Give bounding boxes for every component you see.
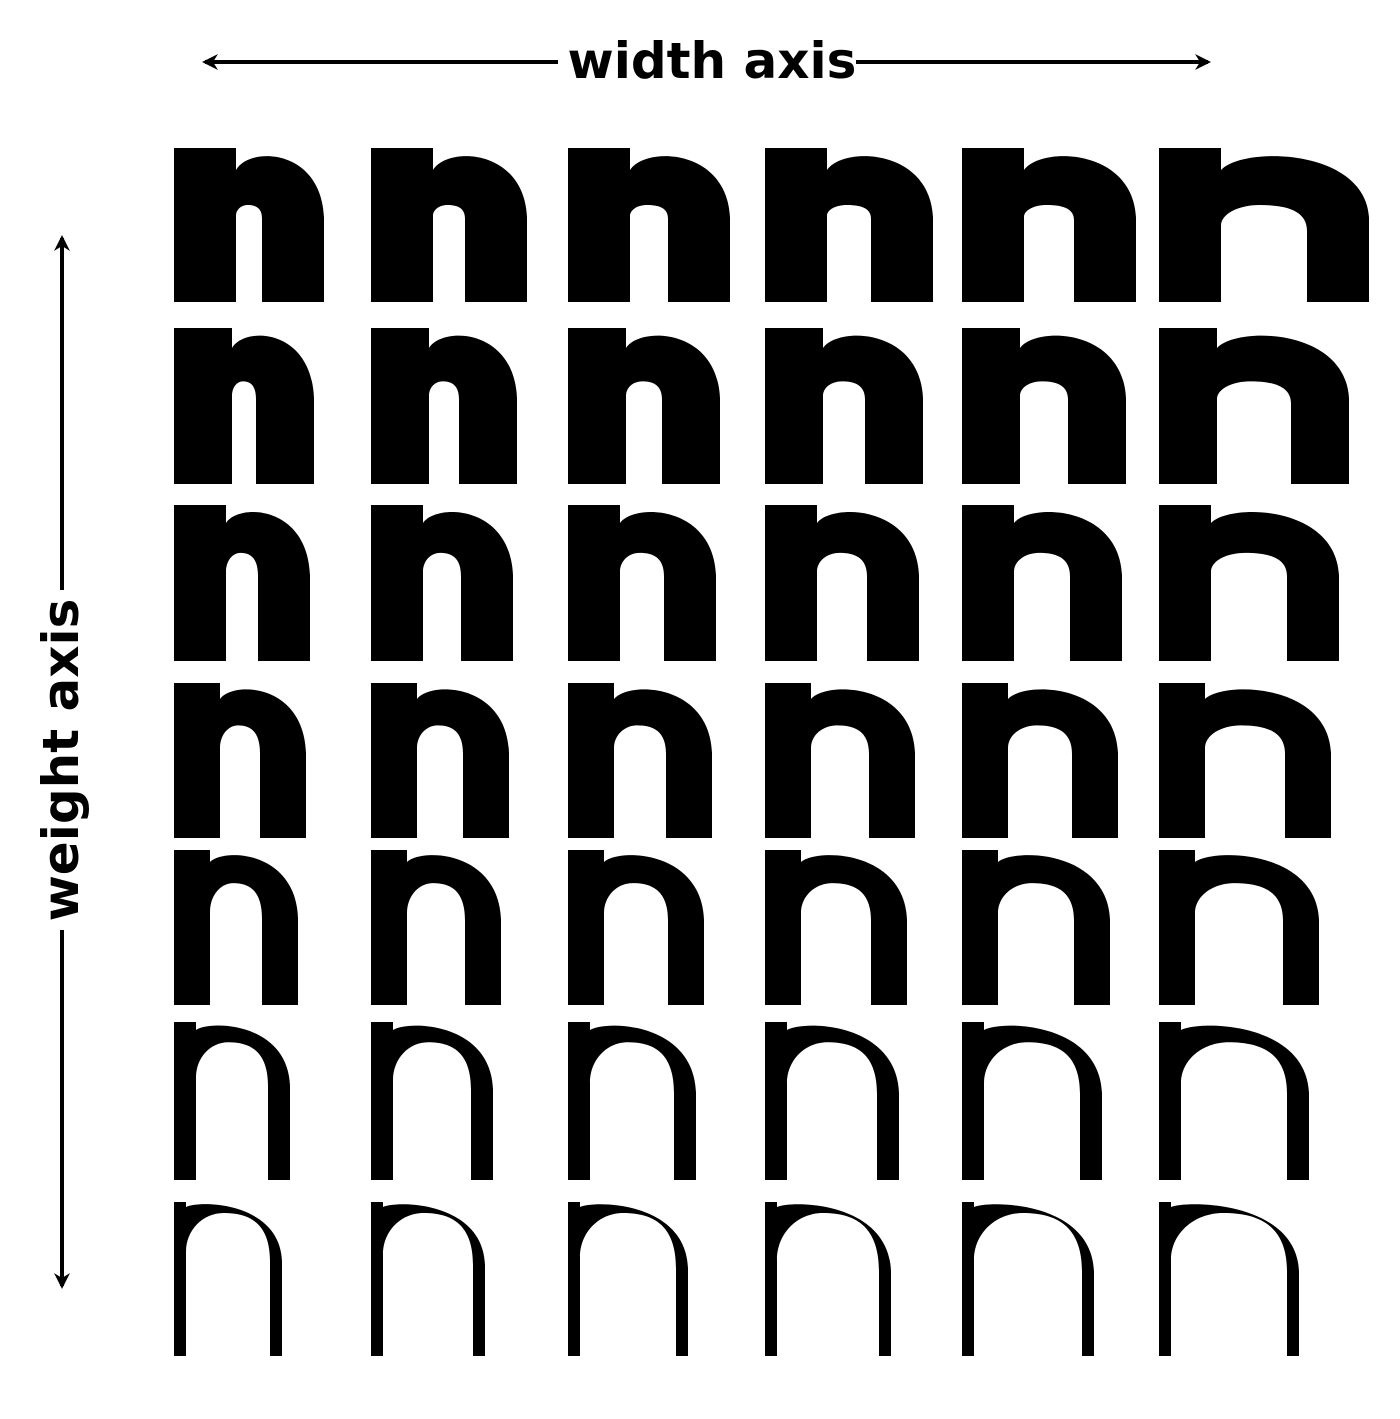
glyph-n-r4-c6 <box>1159 683 1331 838</box>
glyph-n-r5-c5 <box>962 850 1110 1005</box>
glyph-n-r1-c5 <box>962 148 1136 302</box>
glyph-n-r3-c2 <box>371 505 513 661</box>
width-axis: width axis <box>202 32 1211 90</box>
glyph-n-r6-c3 <box>568 1022 696 1180</box>
glyph-n-r5-c6 <box>1159 850 1319 1005</box>
glyph-n-r1-c4 <box>765 148 933 302</box>
glyph-n-r5-c2 <box>371 850 501 1005</box>
glyph-n-r4-c5 <box>962 683 1118 838</box>
glyph-n-r5-c3 <box>568 850 704 1005</box>
glyph-n-r7-c3 <box>568 1202 688 1356</box>
weight-axis: weight axis <box>32 235 90 1289</box>
glyph-n-r3-c1 <box>174 505 310 661</box>
glyph-n-r3-c3 <box>568 505 716 661</box>
glyph-n-r1-c2 <box>371 148 527 302</box>
glyph-n-r6-c4 <box>765 1022 899 1180</box>
glyph-n-r7-c6 <box>1159 1202 1299 1356</box>
glyph-n-r3-c6 <box>1159 505 1339 661</box>
glyph-n-r7-c2 <box>371 1202 485 1356</box>
glyph-n-r4-c2 <box>371 683 509 838</box>
glyph-n-r4-c4 <box>765 683 915 838</box>
glyph-n-r1-c1 <box>174 148 324 302</box>
width-axis-label: width axis <box>568 32 857 90</box>
glyph-n-r2-c6 <box>1159 328 1349 484</box>
glyph-n-r6-c6 <box>1159 1022 1309 1180</box>
glyph-n-r6-c5 <box>962 1022 1102 1180</box>
glyph-n-r6-c2 <box>371 1022 493 1180</box>
glyph-n-r1-c6 <box>1159 148 1369 302</box>
glyph-n-r2-c1 <box>174 328 314 484</box>
glyph-n-r2-c2 <box>371 328 517 484</box>
glyph-n-r5-c1 <box>174 850 298 1005</box>
glyph-n-r4-c1 <box>174 683 306 838</box>
glyph-n-r7-c4 <box>765 1202 891 1356</box>
glyph-n-r3-c5 <box>962 505 1122 661</box>
glyph-n-r1-c3 <box>568 148 730 302</box>
weight-axis-label: weight axis <box>32 599 90 922</box>
glyph-n-r7-c1 <box>174 1202 282 1356</box>
glyph-n-r3-c4 <box>765 505 919 661</box>
glyph-n-r5-c4 <box>765 850 907 1005</box>
glyph-n-r2-c3 <box>568 328 720 484</box>
glyph-n-r6-c1 <box>174 1022 290 1180</box>
glyph-n-r7-c5 <box>962 1202 1094 1356</box>
glyph-n-r2-c4 <box>765 328 923 484</box>
glyph-n-r4-c3 <box>568 683 712 838</box>
glyph-n-r2-c5 <box>962 328 1126 484</box>
glyph-grid <box>174 148 1369 1356</box>
